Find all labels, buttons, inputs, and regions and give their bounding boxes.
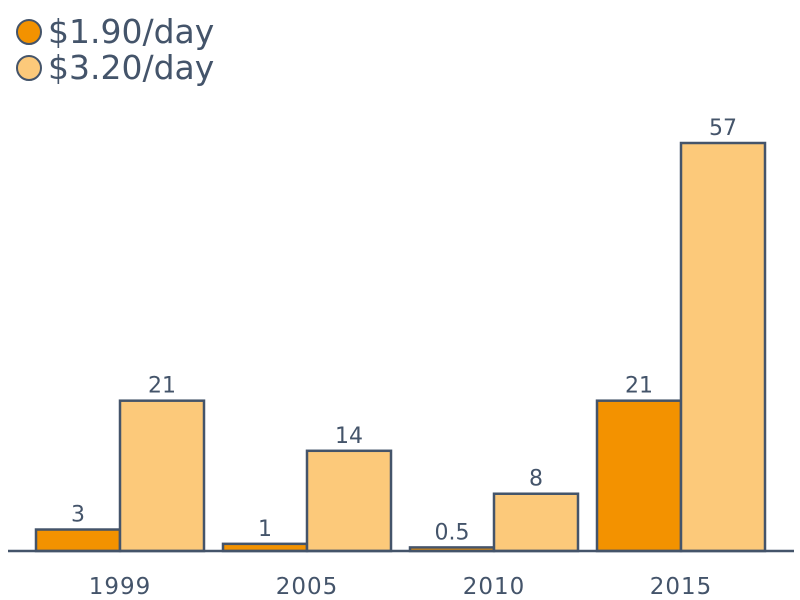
bar-2005-series-2 <box>305 449 393 553</box>
data-label-2005-series-1: 1 <box>258 517 272 542</box>
legend: $1.90/day $3.20/day <box>16 14 214 86</box>
data-label-1999-series-1: 3 <box>71 503 85 528</box>
bar-2010-series-2 <box>492 492 580 553</box>
data-label-2015-series-2: 57 <box>709 116 737 141</box>
legend-swatch-series-2 <box>16 55 42 81</box>
legend-swatch-series-1 <box>16 19 42 45</box>
x-tick-label-2005: 2005 <box>276 574 339 600</box>
x-tick-label-1999: 1999 <box>89 574 152 600</box>
legend-item-series-1: $1.90/day <box>16 14 214 50</box>
data-label-2005-series-2: 14 <box>335 424 363 449</box>
data-label-2010-series-2: 8 <box>529 467 543 492</box>
x-tick-label-2010: 2010 <box>463 574 526 600</box>
legend-label-series-2: $3.20/day <box>48 48 215 87</box>
data-label-1999-series-2: 21 <box>148 374 176 399</box>
x-tick-label-2015: 2015 <box>650 574 713 600</box>
legend-label-series-1: $1.90/day <box>48 12 215 51</box>
bar-2015-series-2 <box>679 141 767 553</box>
bar-1999-series-2 <box>118 399 206 553</box>
data-label-2010-series-1: 0.5 <box>435 520 470 545</box>
bar-1999-series-1 <box>34 528 122 553</box>
bar-2015-series-1 <box>595 399 683 553</box>
data-label-2015-series-1: 21 <box>625 374 653 399</box>
legend-item-series-2: $3.20/day <box>16 50 214 86</box>
